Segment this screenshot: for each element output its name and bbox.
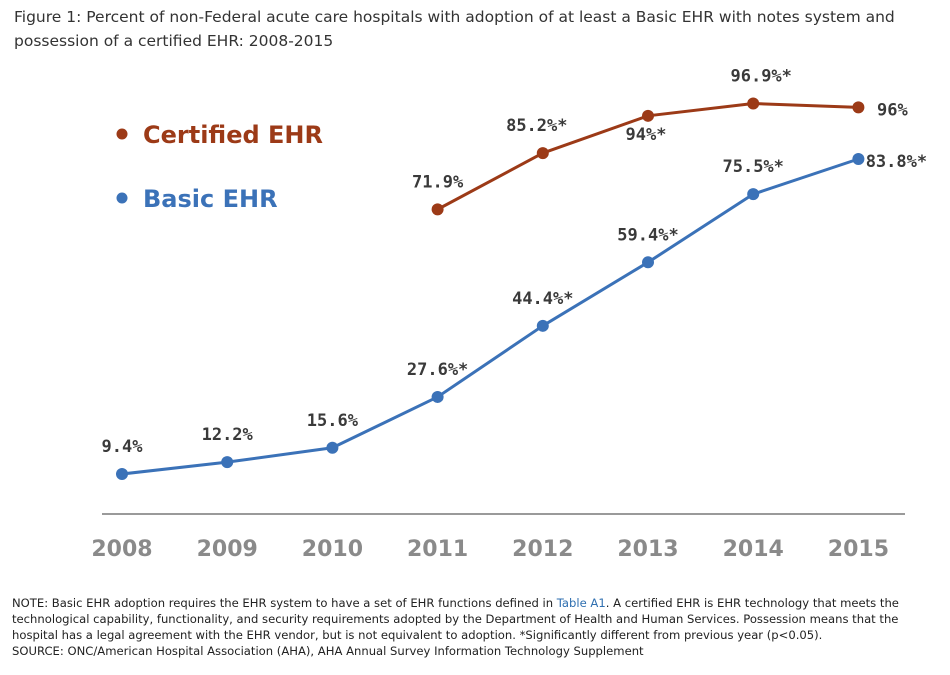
certified-ehr-legend-marker	[116, 128, 128, 140]
certified-ehr-label-2015: 96%	[877, 100, 908, 120]
note-text-start: NOTE: Basic EHR adoption requires the EH…	[12, 596, 557, 610]
x-tick-label-2014: 2014	[723, 537, 784, 562]
basic-ehr-legend-label: Basic EHR	[143, 185, 278, 213]
basic-ehr-label-2012: 44.4%*	[512, 289, 573, 309]
basic-ehr-point-2008	[116, 468, 128, 480]
x-tick-label-2008: 2008	[91, 537, 152, 562]
basic-ehr-point-2013	[642, 256, 654, 269]
x-tick-label-2012: 2012	[512, 537, 573, 562]
basic-ehr-label-2011: 27.6%*	[407, 360, 468, 380]
footnote: NOTE: Basic EHR adoption requires the EH…	[12, 595, 942, 659]
x-tick-label-2015: 2015	[828, 537, 889, 562]
table-a1-link[interactable]: Table A1	[556, 596, 606, 610]
basic-ehr-label-2008: 9.4%	[102, 437, 144, 457]
basic-ehr-label-2010: 15.6%	[307, 411, 359, 431]
basic-ehr-point-2015	[852, 153, 865, 165]
certified-ehr-point-2013	[642, 109, 654, 122]
x-tick-label-2013: 2013	[617, 537, 678, 562]
basic-ehr-point-2012	[536, 319, 549, 332]
certified-ehr-label-2013: 94%*	[626, 125, 667, 145]
basic-ehr-label-2009: 12.2%	[202, 425, 254, 445]
figure-title: Figure 1: Percent of non-Federal acute c…	[14, 8, 895, 50]
certified-ehr-point-2014	[747, 97, 760, 110]
certified-ehr-legend-label: Certified EHR	[143, 121, 323, 149]
basic-ehr-label-2015: 83.8%*	[866, 152, 927, 172]
basic-ehr-label-2014: 75.5%*	[722, 157, 783, 177]
basic-ehr-point-2014	[747, 188, 760, 201]
note-text-end: . A certified EHR is EHR technology that…	[12, 596, 899, 642]
line-chart: 2008 2009 2010 2011 2012 2013 2014 2015 71.9% 85.…	[91, 67, 927, 562]
source-text: SOURCE: ONC/American Hospital Associatio…	[12, 644, 644, 658]
x-tick-label-2009: 2009	[197, 537, 258, 562]
certified-ehr-label-2012: 85.2%*	[506, 116, 567, 136]
basic-ehr-point-2010	[326, 441, 339, 454]
certified-ehr-label-2011: 71.9%	[412, 172, 464, 192]
certified-ehr-point-2015	[852, 101, 865, 114]
basic-ehr-line	[121, 157, 859, 476]
certified-ehr-label-2014: 96.9%*	[730, 67, 791, 87]
x-tick-label-2011: 2011	[407, 537, 468, 562]
basic-ehr-point-2009	[221, 456, 234, 469]
certified-ehr-point-2011	[431, 203, 444, 216]
basic-ehr-point-2011	[431, 390, 444, 403]
x-tick-label-2010: 2010	[302, 537, 363, 562]
certified-ehr-point-2012	[536, 147, 549, 160]
basic-ehr-legend-marker	[116, 192, 128, 204]
basic-ehr-label-2013: 59.4%*	[617, 225, 678, 245]
